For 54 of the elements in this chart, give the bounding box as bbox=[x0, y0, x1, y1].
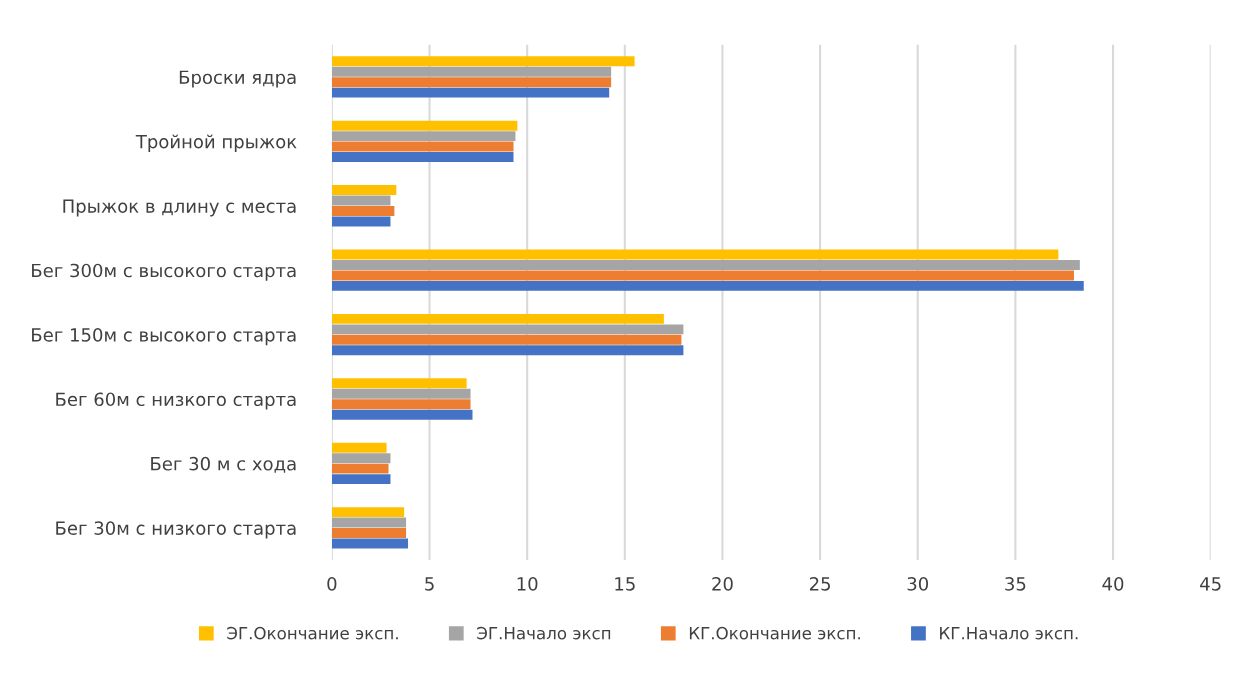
x-tick-label: 30 bbox=[907, 577, 929, 591]
bar bbox=[331, 77, 612, 88]
bar bbox=[331, 538, 409, 549]
bar bbox=[331, 280, 1084, 291]
bar bbox=[331, 152, 514, 163]
bar bbox=[331, 185, 397, 196]
x-tick-label: 40 bbox=[1102, 577, 1124, 591]
y-tick-label: Броски ядра bbox=[179, 70, 296, 88]
bar bbox=[331, 249, 1059, 260]
bar bbox=[331, 270, 1074, 281]
x-tick-label: 10 bbox=[517, 577, 538, 591]
bar bbox=[331, 409, 473, 420]
y-tick-label: Прыжок в длину с места bbox=[63, 199, 296, 217]
bar bbox=[331, 87, 610, 98]
bar bbox=[331, 206, 395, 216]
legend-label: КГ.Начало эксп. bbox=[940, 627, 1078, 640]
y-tick-label: Тройной прыжок bbox=[135, 134, 297, 152]
bar bbox=[331, 378, 467, 389]
bar bbox=[331, 131, 516, 142]
y-tick-label: Бег 300м с высокого старта bbox=[32, 263, 296, 281]
bar bbox=[331, 474, 391, 485]
y-tick-label: Бег 30 м с хода bbox=[151, 456, 296, 473]
bar bbox=[331, 324, 684, 335]
bar bbox=[331, 345, 684, 356]
y-tick-label: Бег 30м с низкого старта bbox=[56, 521, 296, 539]
bar bbox=[331, 66, 612, 77]
bar bbox=[331, 528, 407, 539]
bar bbox=[331, 442, 387, 453]
bar bbox=[331, 517, 407, 528]
x-tick-label: 45 bbox=[1200, 577, 1221, 591]
legend-label: КГ.Окончание эксп. bbox=[689, 626, 860, 640]
bar bbox=[331, 463, 389, 474]
bar bbox=[331, 388, 471, 399]
bar bbox=[331, 313, 664, 324]
y-tick-label: Бег 60м с низкого старта bbox=[56, 392, 296, 410]
bar bbox=[331, 334, 682, 345]
bar bbox=[331, 216, 391, 227]
x-tick-label: 20 bbox=[712, 577, 733, 591]
bar bbox=[331, 399, 471, 410]
y-tick-label: Бег 150м с высокого старта bbox=[32, 328, 296, 346]
x-tick-label: 15 bbox=[615, 577, 635, 591]
bar bbox=[331, 141, 514, 152]
bar bbox=[331, 120, 518, 131]
legend-label: ЭГ.Окончание эксп. bbox=[227, 626, 398, 640]
bar bbox=[331, 259, 1080, 270]
bar bbox=[331, 195, 391, 206]
x-tick-label: 5 bbox=[425, 577, 434, 591]
x-tick-label: 35 bbox=[1005, 577, 1026, 591]
x-tick-label: 0 bbox=[327, 577, 337, 591]
bar bbox=[331, 507, 405, 518]
x-tick-label: 25 bbox=[809, 577, 831, 591]
bar bbox=[331, 56, 635, 67]
legend-label: ЭГ.Начало эксп bbox=[477, 626, 611, 640]
bar bbox=[331, 453, 391, 464]
